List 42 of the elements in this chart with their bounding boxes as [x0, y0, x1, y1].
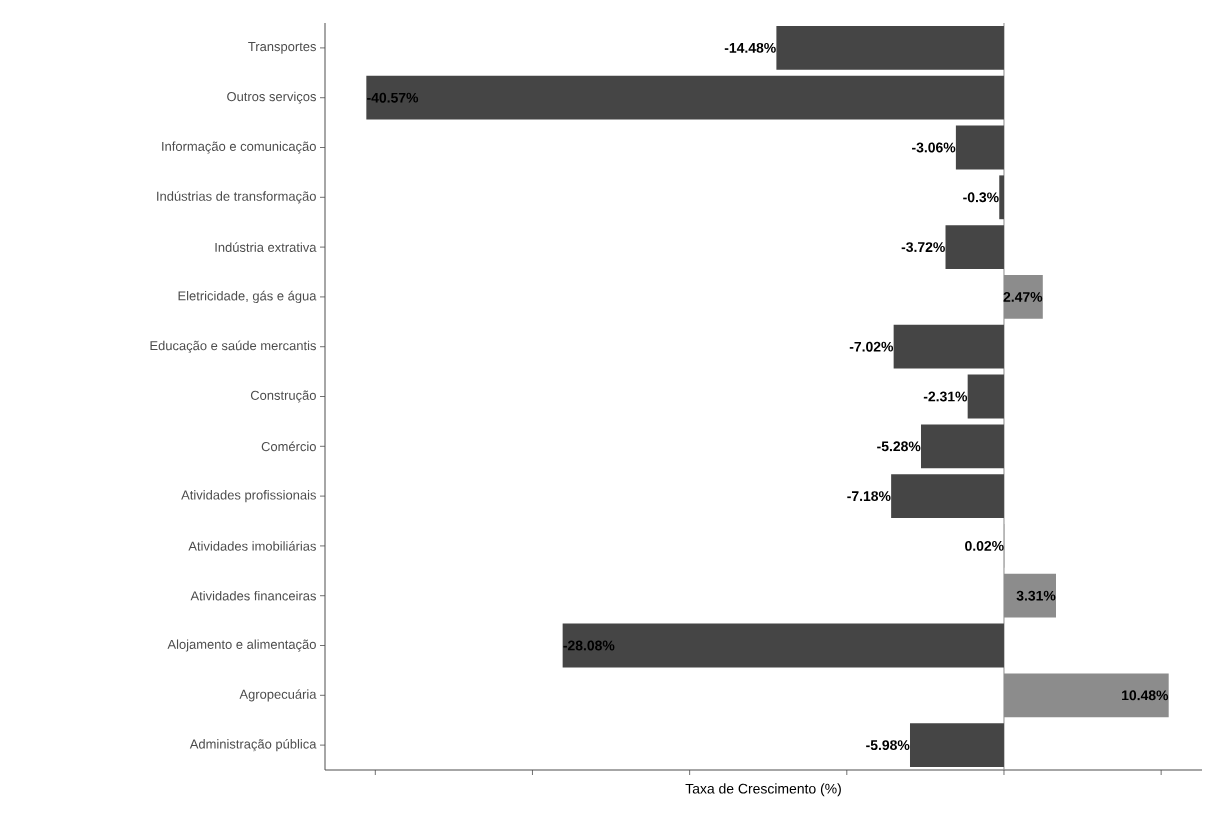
- y-tick-label: Indústrias de transformação: [157, 191, 316, 204]
- y-tick-label: Transportes: [248, 42, 317, 54]
- data-label: -5.98%: [866, 740, 910, 751]
- y-tick-label: Alojamento e alimentação: [167, 639, 316, 652]
- bar: [891, 474, 1004, 519]
- bar: [562, 623, 1004, 668]
- data-label: -5.28%: [877, 441, 921, 452]
- data-label: -28.08%: [563, 640, 615, 651]
- bar: [945, 225, 1004, 270]
- data-label: -7.18%: [847, 491, 891, 502]
- bar: [909, 723, 1004, 768]
- data-label: -7.02%: [849, 341, 894, 352]
- data-label: -2.31%: [923, 391, 968, 402]
- y-tick-label: Informação e comunicação: [162, 141, 316, 154]
- bar: [920, 424, 1004, 469]
- data-label: -0.3%: [963, 192, 999, 203]
- data-label: -3.06%: [912, 142, 956, 153]
- y-tick-label: Atividades imobiliárias: [188, 541, 316, 551]
- y-tick-label: Atividades profissionais: [181, 490, 316, 503]
- data-label: -14.48%: [724, 42, 776, 53]
- bar: [366, 75, 1004, 120]
- y-tick-label: Agropecuária: [239, 689, 317, 702]
- y-tick-label: Outros serviços: [227, 91, 316, 104]
- data-label: 2.47%: [1003, 291, 1043, 302]
- bar: [893, 324, 1004, 369]
- y-tick-label: Administração pública: [189, 738, 317, 752]
- data-label: 0.02%: [965, 540, 1004, 551]
- bar: [999, 175, 1004, 220]
- bar: [955, 125, 1004, 170]
- data-label: -3.72%: [901, 242, 945, 253]
- y-tick-label: Atividades financeiras: [190, 590, 316, 601]
- y-tick-label: Indústria extrativa: [215, 242, 317, 252]
- y-tick-label: Construção: [250, 390, 316, 403]
- y-tick-label: Comércio: [261, 441, 316, 452]
- data-label: 10.48%: [1122, 690, 1169, 701]
- bar: [776, 25, 1004, 70]
- data-label: 3.31%: [1016, 590, 1056, 601]
- y-tick-label: Eletricidade, gás e água: [178, 290, 317, 304]
- y-tick-label: Educação e saúde mercantis: [150, 340, 316, 353]
- x-axis-title: Taxa de Crescimento (%): [685, 783, 841, 797]
- bar: [967, 374, 1004, 419]
- data-label: -40.57%: [367, 92, 419, 103]
